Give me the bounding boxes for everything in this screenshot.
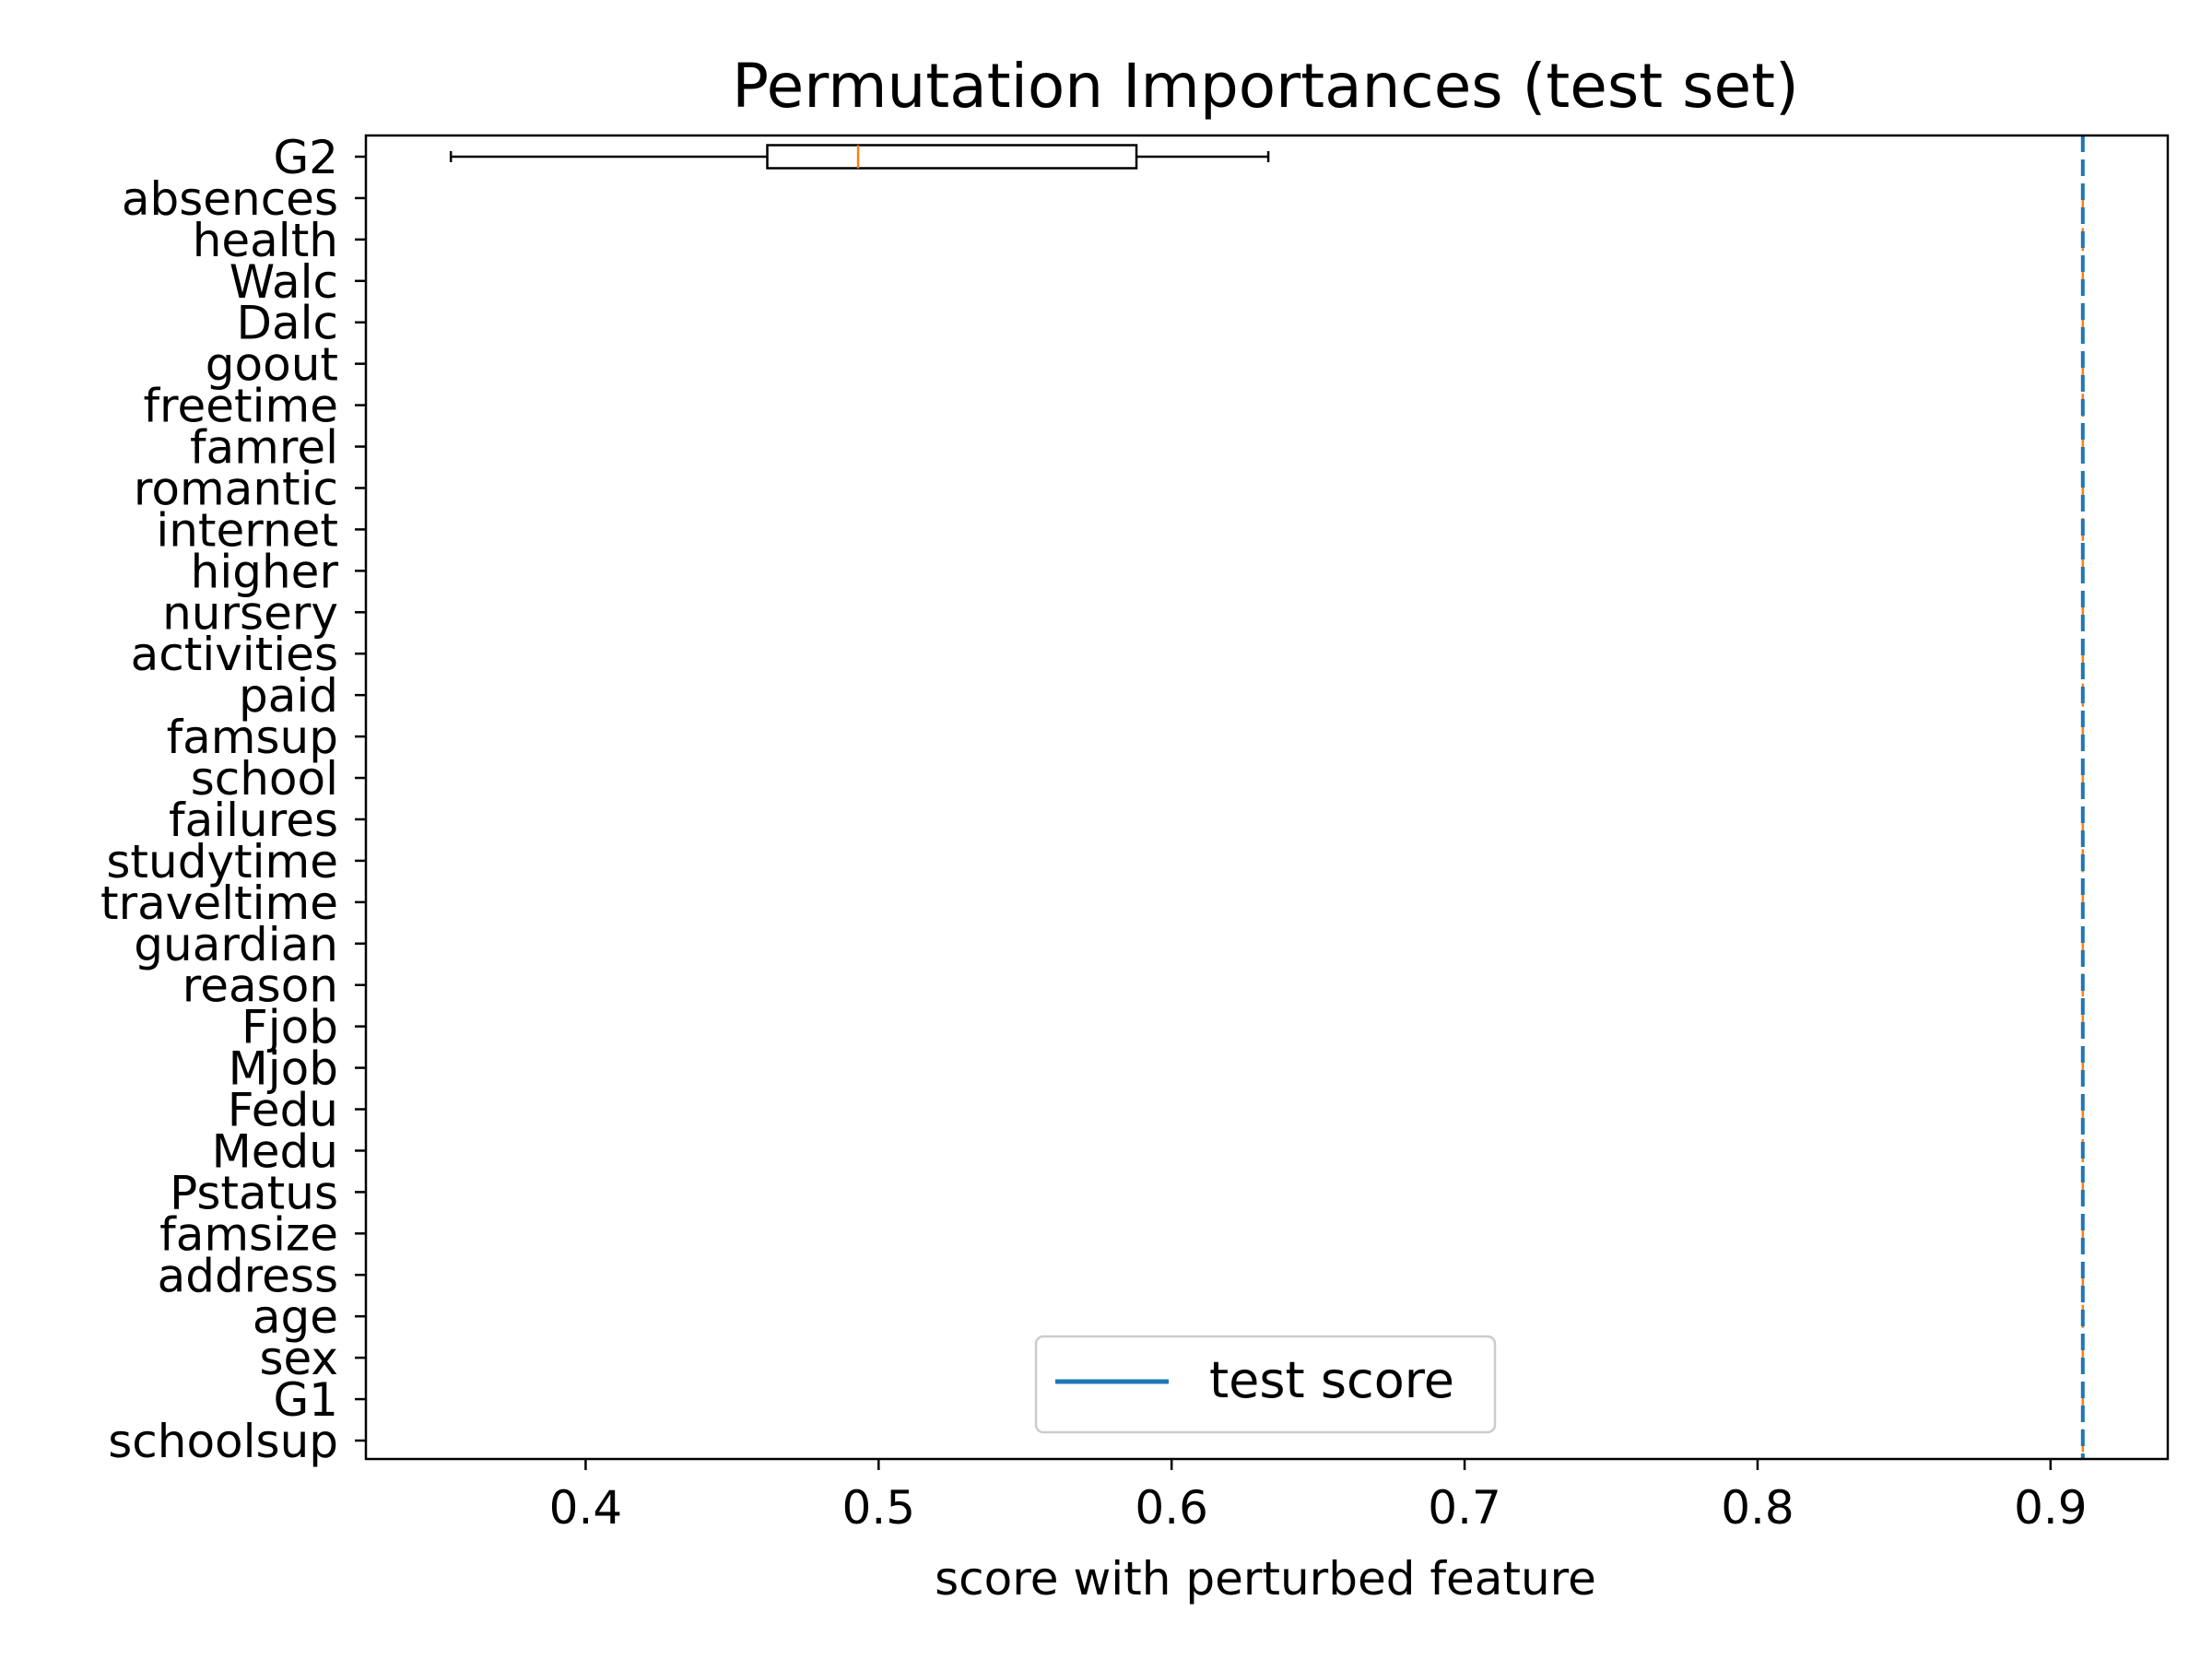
plot-frame xyxy=(364,134,2170,1461)
y-tick-label-traveltime: traveltime xyxy=(100,877,338,930)
y-tick-label-age: age xyxy=(253,1290,338,1344)
y-tick-label-freetime: freetime xyxy=(143,380,338,433)
y-tick-label-Dalc: Dalc xyxy=(236,297,338,350)
x-tick-label-0.5: 0.5 xyxy=(842,1481,916,1535)
legend-label-test-score: test score xyxy=(1209,1351,1454,1409)
y-tick-label-famsize: famsize xyxy=(159,1207,338,1261)
box-iqr-G2 xyxy=(766,144,1138,170)
y-tick-label-Pstatus: Pstatus xyxy=(170,1166,338,1219)
y-tick-label-health: health xyxy=(193,214,338,267)
y-tick-label-nursery: nursery xyxy=(162,586,338,640)
y-tick-label-famrel: famrel xyxy=(190,421,338,475)
y-tick-label-Medu: Medu xyxy=(212,1124,338,1178)
y-tick-label-Fedu: Fedu xyxy=(228,1084,338,1137)
y-tick-label-goout: goout xyxy=(206,338,338,392)
chart-title: Permutation Importances (test set) xyxy=(732,51,1799,122)
y-tick-label-guardian: guardian xyxy=(134,918,338,971)
y-tick-label-activities: activities xyxy=(131,628,338,681)
y-tick-label-address: address xyxy=(158,1249,338,1302)
y-tick-label-higher: higher xyxy=(191,545,339,598)
x-tick-label-0.8: 0.8 xyxy=(1721,1481,1794,1535)
y-tick-label-studytime: studytime xyxy=(106,835,338,888)
x-tick-label-0.7: 0.7 xyxy=(1428,1481,1501,1535)
x-tick-label-0.6: 0.6 xyxy=(1135,1481,1208,1535)
y-tick-label-Walc: Walc xyxy=(229,255,338,309)
y-tick-label-G2: G2 xyxy=(273,131,338,184)
y-tick-label-absences: absences xyxy=(122,172,338,226)
y-tick-label-paid: paid xyxy=(239,669,338,723)
y-tick-label-schoolsup: schoolsup xyxy=(108,1415,338,1468)
y-tick-label-Fjob: Fjob xyxy=(241,1001,338,1054)
box-G2 xyxy=(449,144,1270,170)
y-axis: G2absenceshealthWalcDalcgooutfreetimefam… xyxy=(100,131,366,1468)
legend-frame xyxy=(1034,1335,1497,1434)
x-axis-label: score with perturbed feature xyxy=(935,1552,1596,1606)
legend: test score xyxy=(1034,1335,1497,1434)
y-tick-label-famsup: famsup xyxy=(167,711,338,764)
plot-area xyxy=(449,135,2085,1459)
y-tick-label-romantic: romantic xyxy=(134,462,338,515)
y-tick-label-G1: G1 xyxy=(273,1373,338,1427)
y-tick-label-reason: reason xyxy=(182,959,338,1013)
y-tick-label-Mjob: Mjob xyxy=(229,1042,338,1096)
x-axis: 0.4 0.5 0.6 0.7 0.8 0.9 xyxy=(549,1459,2088,1535)
y-tick-label-sex: sex xyxy=(259,1332,338,1385)
y-tick-label-school: school xyxy=(191,752,338,806)
y-tick-label-failures: failures xyxy=(169,794,338,847)
y-tick-label-internet: internet xyxy=(156,503,338,557)
x-tick-label-0.9: 0.9 xyxy=(2014,1481,2088,1535)
x-tick-label-0.4: 0.4 xyxy=(549,1481,623,1535)
